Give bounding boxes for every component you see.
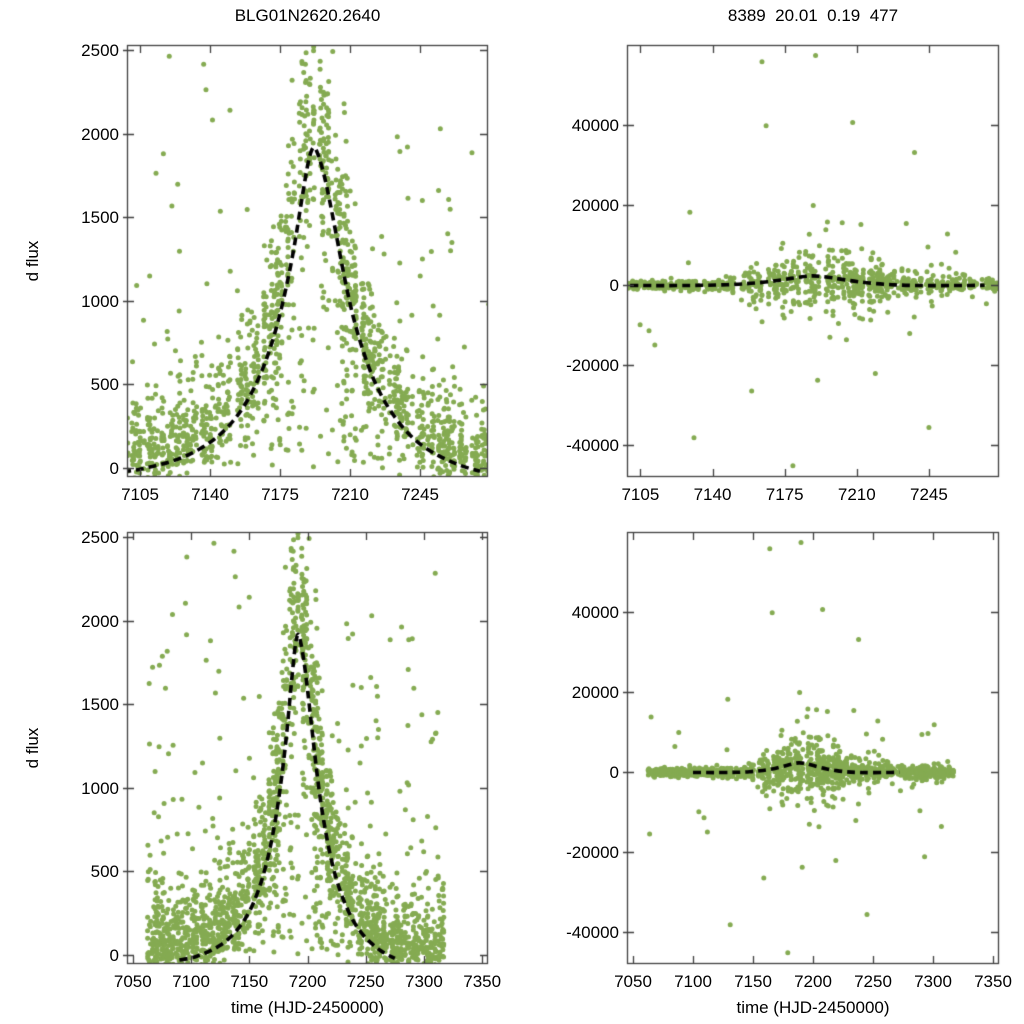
x-tick-label: 7175 <box>765 485 804 504</box>
y-tick-label: 500 <box>90 375 119 395</box>
x-tick-label: 7245 <box>910 485 948 504</box>
y-tick-label: 20000 <box>571 196 619 215</box>
x-tick-label: 7200 <box>794 972 832 991</box>
y-tick-label: -20000 <box>566 843 619 862</box>
y-tick-label: 1000 <box>81 291 119 311</box>
x-tick-label: 7150 <box>230 972 269 991</box>
panel-title-left: BLG01N2620.2640 <box>234 6 381 25</box>
x-tick-label: 7150 <box>734 972 772 991</box>
y-tick-label: 2000 <box>81 124 119 144</box>
y-tick-label: 2500 <box>81 41 119 60</box>
plot-canvas-bottom-left <box>117 522 498 974</box>
plot-canvas-bottom-right <box>617 522 1009 974</box>
y-tick-label: -40000 <box>566 923 619 942</box>
x-tick-label: 7350 <box>974 972 1012 991</box>
panel-title-right: 8389 20.01 0.19 477 <box>727 6 899 25</box>
y-tick-label: 20000 <box>571 683 619 702</box>
y-tick-label: -40000 <box>566 436 619 455</box>
x-tick-label: 7250 <box>346 972 385 991</box>
y-tick-label: 40000 <box>571 603 619 622</box>
y-tick-label: -20000 <box>566 356 619 375</box>
y-tick-label: 2500 <box>81 528 119 547</box>
y-tick-label: 1500 <box>81 695 119 715</box>
x-tick-label: 7300 <box>405 972 443 991</box>
x-tick-label: 7210 <box>837 485 876 504</box>
x-tick-label: 7100 <box>674 972 712 991</box>
plot-canvas-top-right <box>617 35 1009 487</box>
x-tick-label: 7210 <box>331 485 369 504</box>
x-axis-label-right: time (HJD-2450000) <box>736 998 890 1017</box>
x-tick-label: 7050 <box>614 972 652 991</box>
x-tick-label: 7245 <box>401 485 439 504</box>
y-tick-label: 500 <box>90 862 119 882</box>
y-tick-label: 0 <box>609 763 619 782</box>
x-tick-label: 7250 <box>854 972 892 991</box>
x-tick-label: 7105 <box>621 485 660 504</box>
y-tick-label: 1500 <box>81 208 119 228</box>
x-tick-label: 7140 <box>693 485 732 504</box>
y-tick-label: 0 <box>109 945 119 965</box>
x-tick-label: 7350 <box>463 972 502 991</box>
x-tick-label: 7175 <box>261 485 299 504</box>
y-tick-label: 40000 <box>571 116 619 135</box>
x-tick-label: 7100 <box>172 972 210 991</box>
x-tick-label: 7105 <box>121 485 159 504</box>
x-axis-label-left: time (HJD-2450000) <box>230 998 385 1017</box>
plot-canvas-top-left <box>117 35 498 487</box>
x-tick-label: 7300 <box>914 972 952 991</box>
x-tick-label: 7140 <box>191 485 229 504</box>
x-tick-label: 7200 <box>288 972 327 991</box>
y-tick-label: 1000 <box>81 778 119 798</box>
x-tick-label: 7050 <box>113 972 152 991</box>
y-tick-label: 0 <box>609 276 619 295</box>
y-tick-label: 0 <box>109 458 119 478</box>
y-tick-label: 2000 <box>81 611 119 631</box>
